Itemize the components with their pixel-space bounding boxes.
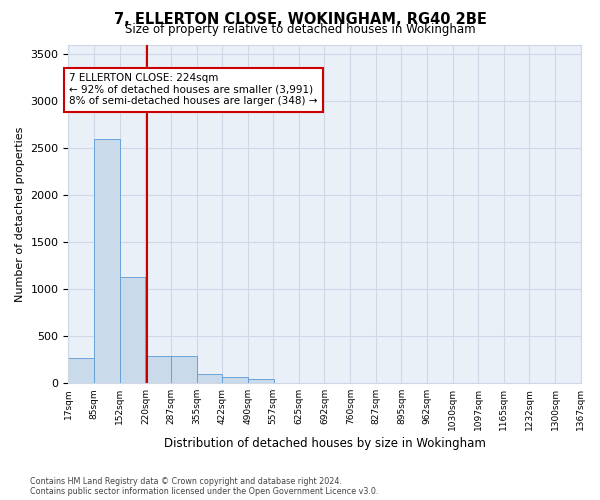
Text: Size of property relative to detached houses in Wokingham: Size of property relative to detached ho… (125, 22, 475, 36)
Bar (171, 356, 197, 383)
Text: 7, ELLERTON CLOSE, WOKINGHAM, RG40 2BE: 7, ELLERTON CLOSE, WOKINGHAM, RG40 2BE (113, 12, 487, 28)
Bar (248, 380, 274, 383)
Bar (197, 374, 223, 383)
Text: 7 ELLERTON CLOSE: 224sqm
← 92% of detached houses are smaller (3,991)
8% of semi: 7 ELLERTON CLOSE: 224sqm ← 92% of detach… (69, 73, 317, 106)
Text: Contains HM Land Registry data © Crown copyright and database right 2024.
Contai: Contains HM Land Registry data © Crown c… (30, 476, 379, 496)
X-axis label: Distribution of detached houses by size in Wokingham: Distribution of detached houses by size … (164, 437, 485, 450)
Bar (119, 277, 145, 383)
Bar (68, 358, 94, 383)
Y-axis label: Number of detached properties: Number of detached properties (15, 126, 25, 302)
Bar (222, 378, 248, 383)
Bar (145, 356, 171, 383)
Bar (94, 139, 120, 383)
